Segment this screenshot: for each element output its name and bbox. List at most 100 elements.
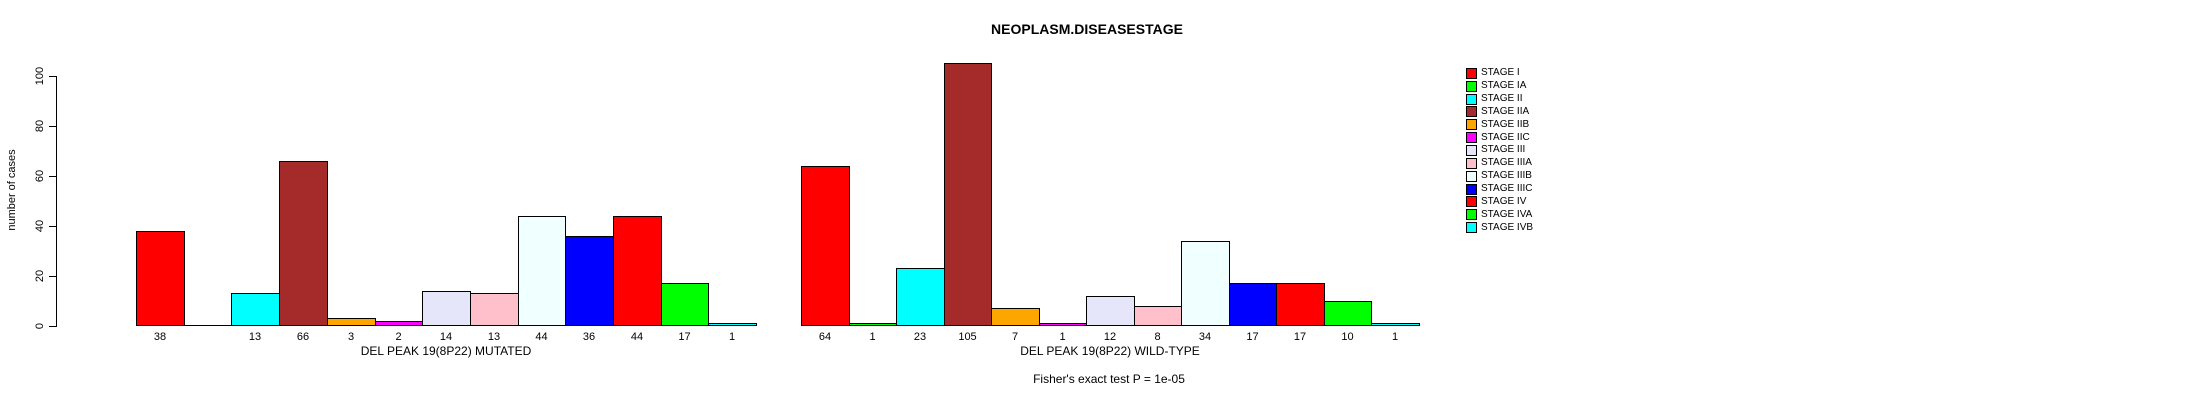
legend-swatch-icon	[1466, 196, 1477, 208]
y-tick	[49, 326, 57, 327]
legend-item: STAGE II	[1466, 93, 1533, 106]
legend-label: STAGE II	[1481, 93, 1523, 105]
legend: STAGE I STAGE IA STAGE II STAGE IIA STAGE II…	[1466, 67, 1533, 234]
bar-stage-ivb	[708, 323, 757, 326]
bar-value-label: 44	[630, 331, 644, 343]
fisher-test-annotation: Fisher's exact test P = 1e-05	[1033, 372, 1185, 386]
y-tick-label: 60	[34, 169, 46, 183]
bar-value-label: 17	[678, 331, 691, 343]
y-tick-label: 80	[34, 119, 46, 133]
bar-value-label: 13	[248, 331, 262, 343]
legend-label: STAGE IIC	[1481, 131, 1530, 143]
bar-stage-iiic	[565, 236, 614, 326]
bar-stage-iii	[1086, 296, 1135, 326]
bar-stage-i	[136, 231, 185, 326]
y-tick-label: 20	[34, 269, 46, 283]
bar-value-label: 34	[1198, 331, 1212, 343]
bar-stage-iv	[613, 216, 662, 326]
bar-value-label: 3	[347, 331, 355, 343]
bar-stage-iv	[1276, 283, 1325, 326]
bar-value-label: 66	[296, 331, 310, 343]
bar-stage-ii	[896, 268, 945, 326]
bar-stage-iiic	[1229, 283, 1277, 326]
bar-stage-iic	[1039, 323, 1087, 326]
legend-swatch-icon	[1466, 222, 1477, 234]
bar-value-label: 2	[395, 331, 402, 343]
y-tick	[49, 126, 57, 127]
legend-label: STAGE IVB	[1481, 221, 1534, 233]
legend-swatch-icon	[1466, 144, 1477, 156]
bar-stage-iii	[422, 291, 471, 326]
bar-stage-iiia	[1134, 306, 1182, 326]
y-tick-label: 40	[34, 219, 46, 233]
bar-value-label: 12	[1103, 331, 1117, 343]
y-axis-label: number of cases	[6, 149, 18, 231]
legend-item: STAGE IIA	[1466, 106, 1533, 119]
legend-label: STAGE IIA	[1481, 105, 1530, 117]
bar-value-label: 1	[1059, 331, 1066, 343]
legend-swatch-icon	[1466, 119, 1477, 131]
bar-value-label: 64	[818, 331, 832, 343]
legend-swatch-icon	[1466, 132, 1477, 144]
legend-swatch-icon	[1466, 170, 1477, 182]
bar-value-label: 8	[1154, 331, 1161, 343]
x-axis-title-mutated: DEL PEAK 19(8P22) MUTATED	[360, 344, 532, 358]
legend-item: STAGE IIIC	[1466, 183, 1533, 196]
bar-stage-iib	[991, 308, 1040, 326]
bar-stage-iiib	[518, 216, 566, 326]
bar-stage-iiia	[470, 293, 519, 326]
bar-stage-iva	[661, 283, 709, 326]
bar-stage-iva	[1324, 301, 1372, 326]
legend-item: STAGE IIB	[1466, 118, 1533, 131]
bar-stage-ivb	[1371, 323, 1420, 326]
legend-label: STAGE IIB	[1481, 118, 1530, 130]
bar-stage-iib	[327, 318, 376, 326]
legend-item: STAGE IIC	[1466, 131, 1533, 144]
bar-value-label: 14	[439, 331, 453, 343]
legend-item: STAGE IV	[1466, 195, 1533, 208]
legend-swatch-icon	[1466, 183, 1477, 195]
legend-label: STAGE IVA	[1481, 208, 1533, 220]
y-tick	[49, 176, 57, 177]
bar-value-label: 105	[958, 331, 977, 343]
legend-swatch-icon	[1466, 106, 1477, 118]
chart-title: NEOPLASM.DISEASESTAGE	[991, 21, 1183, 37]
bar-value-label: 1	[869, 331, 876, 343]
legend-item: STAGE IVA	[1466, 208, 1533, 221]
legend-swatch-icon	[1466, 67, 1477, 79]
legend-label: STAGE IIIC	[1481, 183, 1533, 195]
bar-value-label: 17	[1246, 331, 1259, 343]
y-tick-label: 0	[34, 322, 46, 330]
bar-value-label: 1	[728, 331, 736, 343]
bar-value-label: 7	[1011, 331, 1019, 343]
legend-item: STAGE I	[1466, 67, 1533, 80]
bar-stage-ia	[849, 323, 897, 326]
legend-item: STAGE IA	[1466, 80, 1533, 93]
legend-label: STAGE I	[1481, 67, 1520, 79]
y-tick	[49, 276, 57, 277]
legend-label: STAGE IV	[1481, 195, 1527, 207]
legend-swatch-icon	[1466, 93, 1477, 105]
bar-stage-iiib	[1181, 241, 1230, 326]
legend-label: STAGE IIIA	[1481, 157, 1532, 169]
bar-value-label: 1	[1391, 331, 1399, 343]
bar-stage-i	[801, 166, 850, 326]
legend-swatch-icon	[1466, 80, 1477, 92]
bar-stage-iic	[375, 321, 423, 326]
bar-stage-ia	[184, 325, 232, 326]
legend-label: STAGE IIIB	[1481, 170, 1532, 182]
bar-value-label: 23	[913, 331, 927, 343]
bar-value-label: 44	[535, 331, 548, 343]
legend-label: STAGE IA	[1481, 80, 1527, 92]
legend-item: STAGE III	[1466, 144, 1533, 157]
bar-stage-iia	[944, 63, 992, 326]
legend-label: STAGE III	[1481, 144, 1526, 156]
y-tick-label: 100	[34, 66, 46, 86]
bar-value-label: 38	[153, 331, 167, 343]
bar-value-label: 13	[487, 331, 501, 343]
bar-stage-ii	[231, 293, 280, 326]
y-tick	[49, 76, 57, 77]
legend-swatch-icon	[1466, 157, 1477, 169]
legend-item: STAGE IIIB	[1466, 170, 1533, 183]
